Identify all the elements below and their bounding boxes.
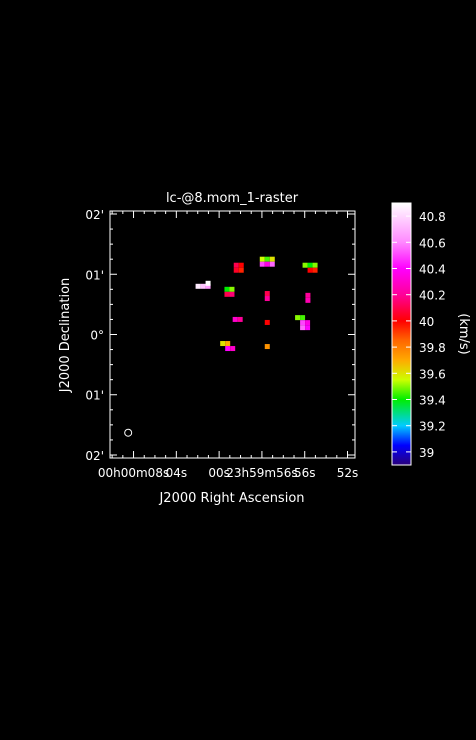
velocity-pixel: [264, 256, 270, 262]
velocity-pixel: [264, 296, 270, 302]
velocity-pixel: [300, 320, 306, 326]
velocity-pixel: [312, 267, 318, 273]
velocity-pixel: [205, 283, 211, 289]
colorbar-ticks: 39 39.2 39.4 39.6 39.8 40 40.2 40.4 40.6 40.8: [392, 210, 446, 460]
y-tick-label: 02': [85, 449, 104, 463]
x-axis-label: J2000 Right Ascension: [158, 491, 304, 506]
velocity-pixel: [200, 283, 206, 289]
velocity-pixel: [269, 261, 275, 267]
velocity-pixel: [295, 315, 301, 321]
velocity-pixel: [220, 341, 226, 347]
velocity-pixel: [229, 286, 235, 292]
velocity-pixel: [264, 344, 270, 350]
chart-title: lc-@8.mom_1-raster: [166, 191, 299, 206]
plot-frame: [109, 210, 356, 459]
x-tick-label: 04s: [166, 466, 188, 480]
velocity-pixel: [230, 346, 236, 352]
velocity-pixel: [224, 291, 230, 297]
velocity-pixel: [232, 316, 238, 322]
velocity-pixel: [305, 320, 311, 326]
velocity-pixel: [225, 346, 231, 352]
y-tick-label: 01': [85, 268, 104, 282]
velocity-pixel: [238, 262, 244, 268]
velocity-pixel: [233, 267, 239, 273]
colorbar-tick-label: 40: [419, 315, 434, 329]
velocity-pixel: [300, 315, 306, 321]
velocity-pixel: [305, 297, 311, 303]
colorbar-label: (km/s): [456, 313, 471, 355]
velocity-pixel: [205, 280, 211, 286]
velocity-pixel: [233, 262, 239, 268]
velocity-pixel: [302, 262, 308, 268]
velocity-pixel: [305, 325, 311, 331]
y-tick-label: 01': [85, 389, 104, 403]
y-axis-label: J2000 Declination: [58, 278, 73, 394]
beam-ellipse: [124, 428, 133, 437]
velocity-pixel: [237, 316, 243, 322]
colorbar-tick-label: 40.8: [419, 210, 446, 224]
velocity-pixel: [259, 256, 265, 262]
velocity-pixel: [312, 262, 318, 268]
colorbar-tick-label: 39.6: [419, 367, 446, 381]
velocity-pixel: [305, 292, 311, 298]
velocity-pixel: [225, 341, 231, 347]
colorbar-tick-label: 39: [419, 446, 434, 460]
x-tick-label: 56s: [294, 466, 316, 480]
velocity-pixel: [229, 291, 235, 297]
velocity-pixel: [264, 291, 270, 297]
colorbar-tick-label: 39.2: [419, 420, 446, 434]
velocity-pixel: [224, 286, 230, 292]
colorbar-tick-label: 39.8: [419, 341, 446, 355]
velocity-pixel: [259, 261, 265, 267]
colorbar-tick-label: 40.2: [419, 289, 446, 303]
colorbar-tick-label: 39.4: [419, 394, 446, 408]
velocity-pixel: [300, 325, 306, 331]
x-tick-label: 23h59m56s: [226, 466, 297, 480]
pixel-layer: [195, 256, 318, 352]
x-tick-label: 52s: [337, 466, 359, 480]
colorbar-tick-label: 40.4: [419, 263, 446, 277]
velocity-pixel: [238, 267, 244, 273]
colorbar-tick-label: 40.6: [419, 236, 446, 250]
velocity-pixel: [307, 267, 313, 273]
y-tick-label: 02': [85, 208, 104, 222]
velocity-pixel: [307, 262, 313, 268]
velocity-pixel: [264, 261, 270, 267]
y-axis-ticks: 02' 01' 0° 01' 02': [85, 208, 355, 463]
x-tick-label: 00s: [208, 466, 230, 480]
velocity-pixel: [269, 256, 275, 262]
y-tick-label: 0°: [90, 329, 104, 343]
velocity-pixel: [264, 319, 270, 325]
x-tick-label: 00h00m08s: [98, 466, 169, 480]
velocity-pixel: [195, 283, 201, 289]
